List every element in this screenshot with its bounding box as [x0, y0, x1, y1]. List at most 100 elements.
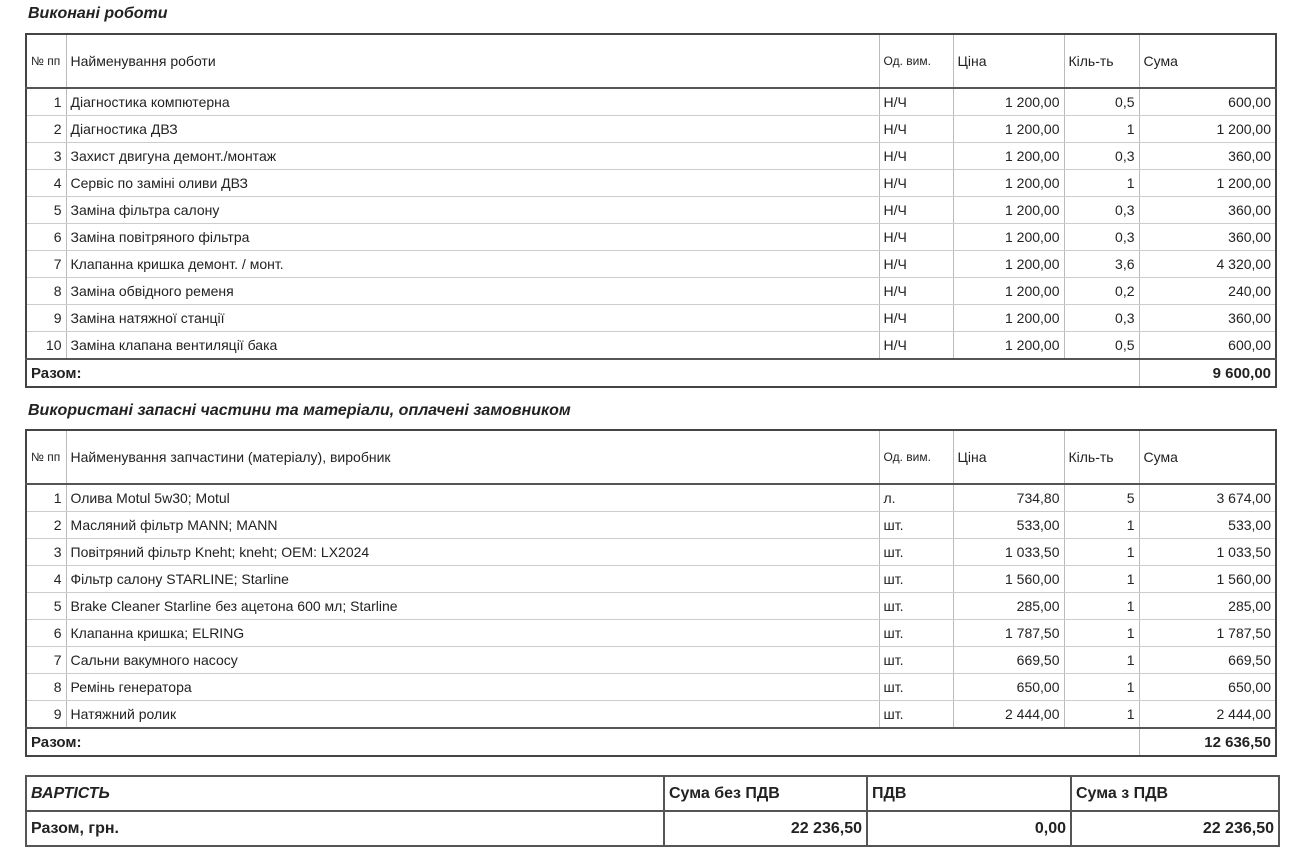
- row-name: Заміна фільтра салону: [65, 196, 880, 224]
- row-price: 734,80: [952, 483, 1065, 512]
- row-number: 8: [25, 277, 67, 305]
- row-number: 1: [25, 87, 67, 116]
- row-number: 3: [25, 142, 67, 170]
- table-row: 2 Діагностика ДВЗ Н/Ч 1 200,00 1 1 200,00: [25, 115, 1277, 143]
- row-sum: 2 444,00: [1138, 700, 1277, 729]
- table-row: 4 Фільтр салону STARLINE; Starline шт. 1 56…: [25, 565, 1277, 593]
- table-header: № пп Найменування роботи Од. вим. Ціна К…: [25, 33, 1277, 89]
- row-unit: Н/Ч: [878, 250, 954, 278]
- row-qty: 1: [1063, 646, 1140, 674]
- row-number: 4: [25, 169, 67, 197]
- row-price: 533,00: [952, 511, 1065, 539]
- row-number: 7: [25, 250, 67, 278]
- row-qty: 1: [1063, 115, 1140, 143]
- table-row: 7 Клапанна кришка демонт. / монт. Н/Ч 1 200…: [25, 250, 1277, 278]
- header-sum: Сума: [1138, 429, 1277, 485]
- row-unit: шт.: [878, 592, 954, 620]
- row-unit: шт.: [878, 619, 954, 647]
- row-name: Олива Motul 5w30; Motul: [65, 483, 880, 512]
- total-row: Разом: 12 636,50: [25, 727, 1277, 757]
- row-qty: 0,3: [1063, 196, 1140, 224]
- row-sum: 533,00: [1138, 511, 1277, 539]
- header-qty: Кіль-ть: [1063, 429, 1140, 485]
- row-qty: 1: [1063, 565, 1140, 593]
- row-price: 1 200,00: [952, 277, 1065, 305]
- row-sum: 4 320,00: [1138, 250, 1277, 278]
- row-qty: 1: [1063, 592, 1140, 620]
- row-unit: Н/Ч: [878, 304, 954, 332]
- total-sum: 12 636,50: [1138, 727, 1277, 757]
- row-qty: 0,5: [1063, 331, 1140, 360]
- summary-vat: 0,00: [866, 810, 1072, 847]
- row-qty: 0,5: [1063, 87, 1140, 116]
- header-name: Найменування запчастини (матеріалу), вир…: [65, 429, 880, 485]
- table-row: 4 Сервіс по заміні оливи ДВЗ Н/Ч 1 200,00 1 1…: [25, 169, 1277, 197]
- table-row: 1 Олива Motul 5w30; Motul л. 734,80 5 3 674,0…: [25, 483, 1277, 512]
- row-price: 669,50: [952, 646, 1065, 674]
- header-num: № пп: [25, 33, 67, 89]
- row-number: 10: [25, 331, 67, 360]
- works-title: Виконані роботи: [28, 5, 168, 22]
- row-unit: шт.: [878, 538, 954, 566]
- row-sum: 1 200,00: [1138, 169, 1277, 197]
- row-number: 9: [25, 700, 67, 729]
- row-qty: 5: [1063, 483, 1140, 512]
- row-number: 7: [25, 646, 67, 674]
- row-number: 5: [25, 592, 67, 620]
- row-price: 1 200,00: [952, 196, 1065, 224]
- row-unit: шт.: [878, 673, 954, 701]
- row-unit: Н/Ч: [878, 87, 954, 116]
- row-qty: 1: [1063, 700, 1140, 729]
- summary-table: ВАРТІСТЬ Сума без ПДВ ПДВ Сума з ПДВ Раз…: [25, 775, 1280, 847]
- header-price: Ціна: [952, 33, 1065, 89]
- row-sum: 3 674,00: [1138, 483, 1277, 512]
- table-row: 7 Сальни вакумного насосу шт. 669,50 1 669,50: [25, 646, 1277, 674]
- table-row: 3 Повітряний фільтр Kneht; kneht; OEM: LX…: [25, 538, 1277, 566]
- row-name: Сервіс по заміні оливи ДВЗ: [65, 169, 880, 197]
- row-name: Повітряний фільтр Kneht; kneht; OEM: LX2…: [65, 538, 880, 566]
- header-unit: Од. вим.: [878, 429, 954, 485]
- row-unit: шт.: [878, 511, 954, 539]
- row-name: Захист двигуна демонт./монтаж: [65, 142, 880, 170]
- table-row: 3 Захист двигуна демонт./монтаж Н/Ч 1 200,0…: [25, 142, 1277, 170]
- row-number: 5: [25, 196, 67, 224]
- row-sum: 1 787,50: [1138, 619, 1277, 647]
- row-name: Заміна клапана вентиляції бака: [65, 331, 880, 360]
- summary-gross-header: Сума з ПДВ: [1070, 775, 1280, 812]
- row-name: Фільтр салону STARLINE; Starline: [65, 565, 880, 593]
- row-qty: 1: [1063, 538, 1140, 566]
- total-label: Разом:: [25, 727, 1140, 757]
- row-unit: шт.: [878, 646, 954, 674]
- row-sum: 360,00: [1138, 223, 1277, 251]
- row-sum: 285,00: [1138, 592, 1277, 620]
- row-qty: 0,2: [1063, 277, 1140, 305]
- parts-title: Використані запасні частини та матеріали…: [28, 402, 571, 419]
- row-price: 2 444,00: [952, 700, 1065, 729]
- row-sum: 1 200,00: [1138, 115, 1277, 143]
- row-name: Клапанна кришка демонт. / монт.: [65, 250, 880, 278]
- table-row: 5 Заміна фільтра салону Н/Ч 1 200,00 0,3 360,…: [25, 196, 1277, 224]
- row-qty: 1: [1063, 619, 1140, 647]
- row-unit: л.: [878, 483, 954, 512]
- summary-total-row: Разом, грн. 22 236,50 0,00 22 236,50: [25, 810, 1280, 847]
- table-row: 6 Заміна повітряного фільтра Н/Ч 1 200,00 0,…: [25, 223, 1277, 251]
- row-price: 1 033,50: [952, 538, 1065, 566]
- row-price: 1 200,00: [952, 331, 1065, 360]
- row-price: 1 200,00: [952, 304, 1065, 332]
- row-sum: 600,00: [1138, 331, 1277, 360]
- row-number: 2: [25, 115, 67, 143]
- row-name: Діагностика ДВЗ: [65, 115, 880, 143]
- row-qty: 0,3: [1063, 304, 1140, 332]
- summary-net: 22 236,50: [663, 810, 868, 847]
- row-unit: Н/Ч: [878, 223, 954, 251]
- row-sum: 600,00: [1138, 87, 1277, 116]
- row-price: 1 200,00: [952, 250, 1065, 278]
- row-number: 4: [25, 565, 67, 593]
- row-qty: 1: [1063, 673, 1140, 701]
- row-number: 2: [25, 511, 67, 539]
- row-price: 1 200,00: [952, 223, 1065, 251]
- table-header: № пп Найменування запчастини (матеріалу)…: [25, 429, 1277, 485]
- row-unit: Н/Ч: [878, 277, 954, 305]
- table-row: 5 Brake Cleaner Starline без ацетона 600 …: [25, 592, 1277, 620]
- summary-label: Разом, грн.: [25, 810, 665, 847]
